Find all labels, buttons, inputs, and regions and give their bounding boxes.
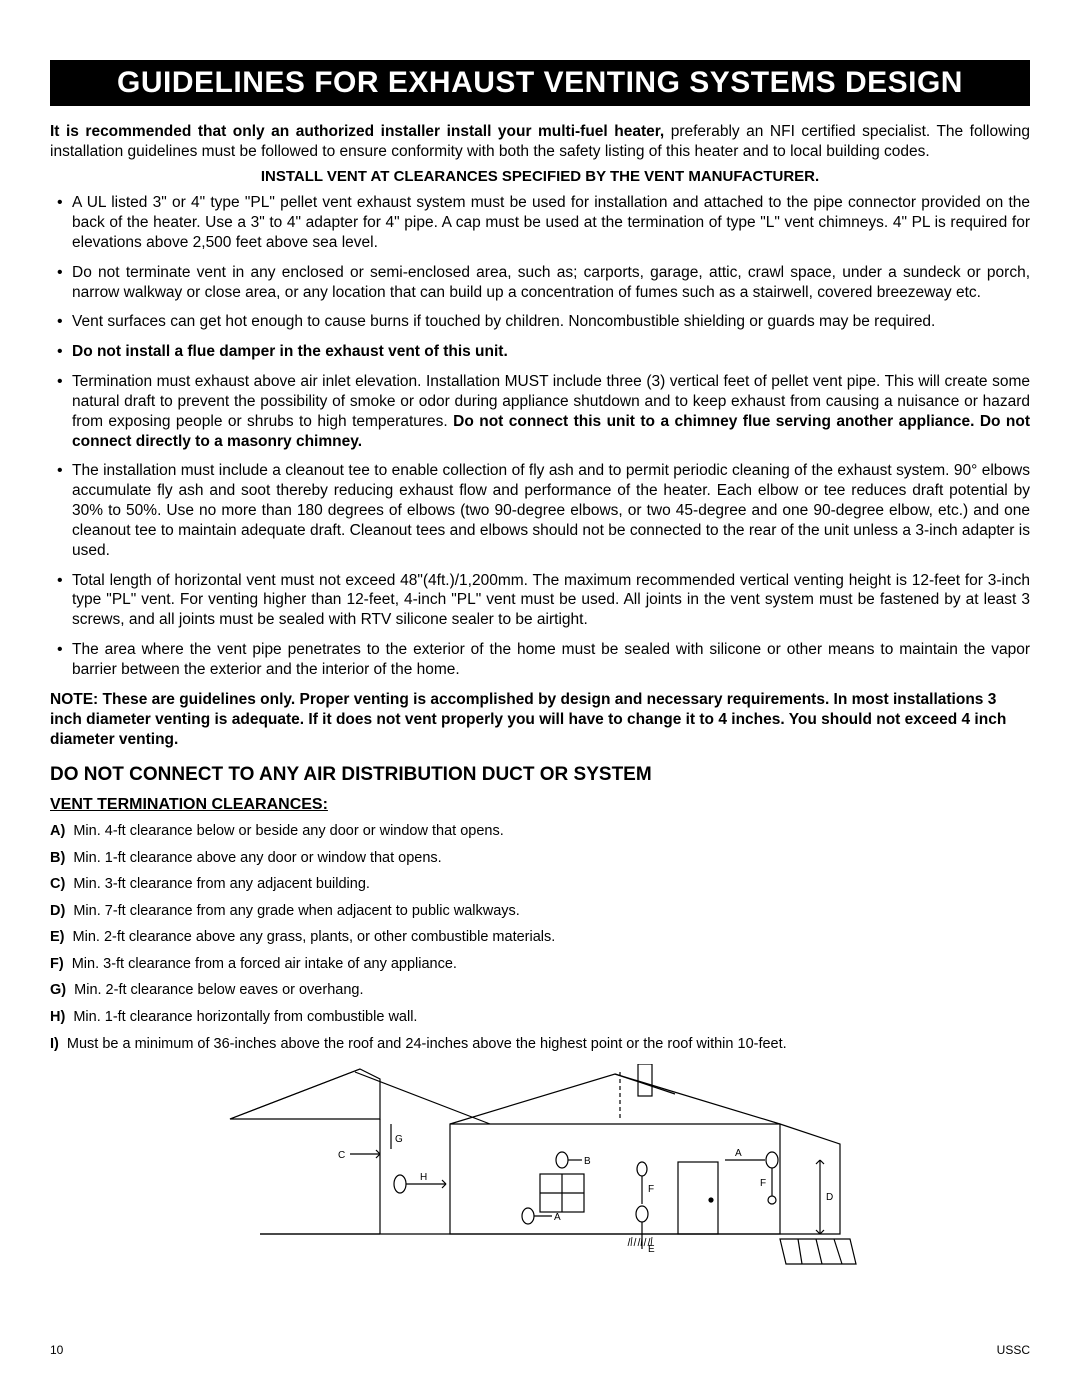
clearance-item: B) Min. 1-ft clearance above any door or… (50, 849, 1030, 869)
clearance-item: G) Min. 2-ft clearance below eaves or ov… (50, 981, 1030, 1001)
guideline-item: The area where the vent pipe penetrates … (72, 640, 1030, 680)
clearance-item: D) Min. 7-ft clearance from any grade wh… (50, 902, 1030, 922)
clearance-item: A) Min. 4-ft clearance below or beside a… (50, 822, 1030, 842)
intro-paragraph: It is recommended that only an authorize… (50, 122, 1030, 162)
brand-mark: USSC (997, 1343, 1030, 1357)
clearances-heading: VENT TERMINATION CLEARANCES: (50, 796, 1030, 814)
guideline-item: Do not install a flue damper in the exha… (72, 342, 1030, 362)
guidelines-list: A UL listed 3" or 4" type "PL" pellet ve… (50, 193, 1030, 679)
sub-header: INSTALL VENT AT CLEARANCES SPECIFIED BY … (50, 168, 1030, 185)
guideline-item: Vent surfaces can get hot enough to caus… (72, 312, 1030, 332)
svg-text:A: A (735, 1148, 742, 1159)
svg-text:F: F (760, 1178, 766, 1189)
note-paragraph: NOTE: These are guidelines only. Proper … (50, 690, 1030, 750)
clearance-item: C) Min. 3-ft clearance from any adjacent… (50, 875, 1030, 895)
clearance-item: H) Min. 1-ft clearance horizontally from… (50, 1008, 1030, 1028)
clearance-list: A) Min. 4-ft clearance below or beside a… (50, 822, 1030, 1054)
svg-text:G: G (395, 1134, 403, 1145)
guideline-item: Do not terminate vent in any enclosed or… (72, 263, 1030, 303)
section-heading: DO NOT CONNECT TO ANY AIR DISTRIBUTION D… (50, 764, 1030, 786)
page-number: 10 (50, 1343, 63, 1357)
svg-text:C: C (338, 1150, 345, 1161)
svg-text:E: E (648, 1244, 655, 1255)
guideline-item: Termination must exhaust above air inlet… (72, 372, 1030, 451)
svg-text:D: D (826, 1192, 833, 1203)
guideline-item: A UL listed 3" or 4" type "PL" pellet ve… (72, 193, 1030, 252)
clearance-item: I) Must be a minimum of 36-inches above … (50, 1035, 1030, 1055)
svg-text:A: A (554, 1212, 561, 1223)
page-title-bar: GUIDELINES FOR EXHAUST VENTING SYSTEMS D… (50, 60, 1030, 106)
page-footer: 10 USSC (50, 1343, 1030, 1357)
clearance-item: E) Min. 2-ft clearance above any grass, … (50, 928, 1030, 948)
house-diagram: G C H B A F E A F D (220, 1064, 860, 1289)
intro-bold: It is recommended that only an authorize… (50, 123, 664, 140)
svg-text:B: B (584, 1156, 591, 1167)
guideline-item: Total length of horizontal vent must not… (72, 571, 1030, 630)
svg-text:F: F (648, 1184, 654, 1195)
guideline-item: The installation must include a cleanout… (72, 461, 1030, 560)
clearance-item: F) Min. 3-ft clearance from a forced air… (50, 955, 1030, 975)
svg-text:H: H (420, 1172, 427, 1183)
